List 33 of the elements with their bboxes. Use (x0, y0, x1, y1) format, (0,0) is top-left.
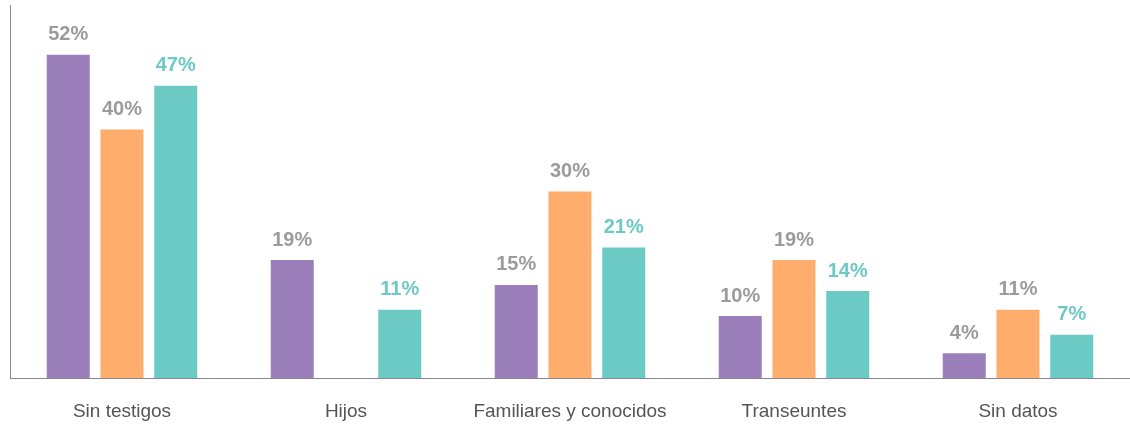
data-label: 52% (48, 22, 89, 45)
data-label: 10% (720, 283, 761, 306)
bar (1050, 334, 1094, 379)
data-label: 14% (827, 258, 868, 281)
data-label: 4% (949, 320, 979, 343)
data-label: 47% (155, 53, 196, 76)
data-label: 11% (380, 277, 420, 300)
bar (494, 284, 538, 379)
data-label: 15% (496, 252, 537, 275)
x-tick-label: Familiares y conocidos (473, 399, 667, 421)
data-label: 21% (603, 215, 644, 238)
bar (718, 316, 762, 379)
bar (100, 129, 144, 379)
x-tick-label: Sin testigos (72, 399, 172, 421)
bar (826, 291, 870, 379)
bar (378, 309, 422, 379)
bar (942, 353, 986, 379)
bar (46, 54, 90, 379)
data-label: 30% (549, 159, 591, 182)
data-label: 7% (1057, 302, 1087, 325)
x-tick-label: Hijos (324, 399, 368, 421)
x-tick-label: Sin datos (978, 399, 1058, 421)
bar (548, 191, 592, 379)
data-label: 19% (272, 227, 313, 250)
data-label: 40% (101, 96, 143, 119)
bar (602, 247, 646, 379)
bar (996, 309, 1040, 379)
bar (270, 260, 314, 379)
bar (772, 260, 816, 379)
x-tick-label: Transeuntes (741, 399, 847, 421)
data-label: 19% (773, 227, 815, 250)
data-label: 11% (998, 277, 1038, 300)
bar (154, 85, 198, 379)
